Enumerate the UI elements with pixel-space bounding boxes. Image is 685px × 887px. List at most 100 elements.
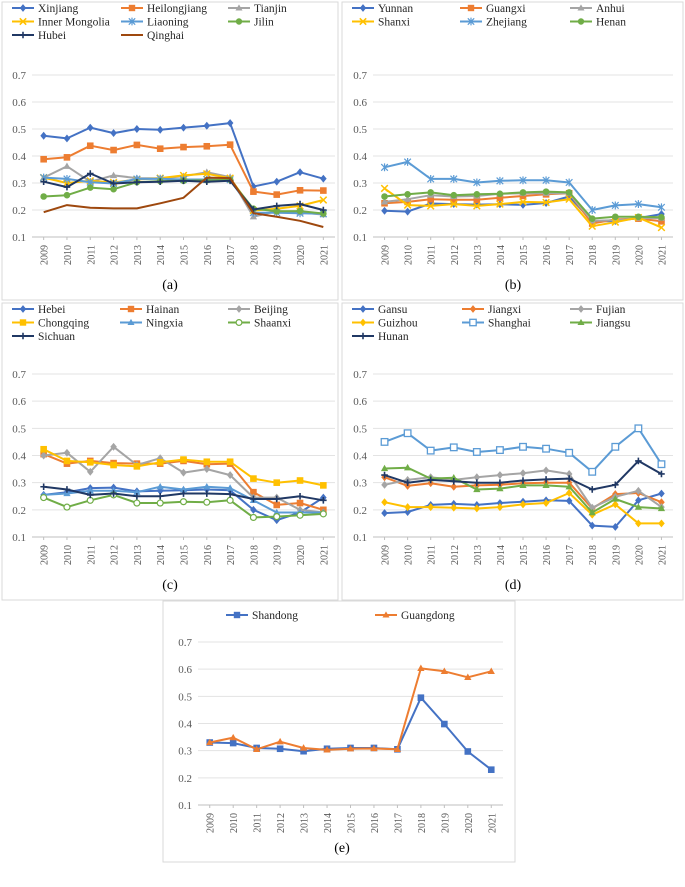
y-tick-label: 0.5 <box>353 423 367 435</box>
data-point <box>273 513 281 521</box>
panel-caption: (c) <box>162 578 178 593</box>
x-tick-label: 2010 <box>404 245 415 265</box>
data-point <box>473 473 481 482</box>
y-tick-label: 0.7 <box>353 70 367 82</box>
legend-entry: Henan <box>570 17 626 29</box>
data-point <box>180 143 187 151</box>
y-tick-label: 0.1 <box>353 232 367 244</box>
data-point <box>381 480 388 489</box>
data-point <box>273 495 281 503</box>
data-point <box>320 210 327 217</box>
data-point <box>86 487 94 494</box>
data-point <box>612 213 619 221</box>
data-point <box>496 200 504 208</box>
x-tick-label: 2014 <box>496 245 507 265</box>
data-point <box>40 445 47 453</box>
data-point <box>320 482 327 489</box>
legend-marker <box>127 318 135 326</box>
x-tick-label: 2011 <box>253 813 264 833</box>
data-point <box>658 470 665 478</box>
legend-entry: Jilin <box>228 17 274 29</box>
data-point <box>634 200 643 209</box>
data-point <box>63 154 71 161</box>
panel-caption: (d) <box>505 578 522 593</box>
x-tick-label: 2015 <box>519 545 530 565</box>
legend-entry: Shanghai <box>462 318 531 330</box>
legend-entry: Jiangxi <box>462 304 521 316</box>
legend-entry: Xinjiang <box>12 3 78 15</box>
data-point <box>634 424 643 433</box>
x-tick-label: 2015 <box>347 813 358 833</box>
legend-label: Shandong <box>252 610 298 622</box>
data-point <box>612 500 619 509</box>
legend-entry: Guangxi <box>460 3 526 15</box>
x-tick-label: 2018 <box>417 813 428 833</box>
data-point <box>250 488 257 496</box>
legend-label: Shanxi <box>378 17 410 29</box>
x-tick-label: 2018 <box>249 545 260 565</box>
chart-panel-c: 0.1 0.2 0.3 0.4 0.5 0.6 0.7 2009 2010 2011 2012 201… <box>1 302 339 601</box>
x-tick-label: 2015 <box>180 545 191 565</box>
legend-marker <box>235 319 243 326</box>
data-point <box>133 488 141 495</box>
y-tick-label: 0.4 <box>353 151 367 163</box>
data-point <box>542 466 550 475</box>
data-point <box>250 505 257 514</box>
y-tick-label: 0.2 <box>353 205 367 217</box>
legend-marker <box>359 332 367 340</box>
data-point <box>380 163 389 172</box>
data-point <box>40 131 47 140</box>
data-point <box>133 141 141 149</box>
data-point <box>63 448 71 457</box>
data-point <box>63 503 71 511</box>
legend-marker <box>577 318 585 326</box>
y-tick-label: 0.1 <box>353 532 367 544</box>
data-point <box>565 496 573 505</box>
legend-entry: Sichuan <box>12 331 75 343</box>
data-point <box>473 479 481 486</box>
data-point <box>635 457 642 465</box>
legend-label: Xinjiang <box>38 3 78 15</box>
data-point <box>496 190 504 198</box>
x-tick-label: 2014 <box>156 245 167 265</box>
data-point <box>427 476 434 484</box>
data-point <box>226 490 234 498</box>
data-point <box>519 469 527 478</box>
data-point <box>319 196 328 204</box>
legend-entry: Guizhou <box>352 318 418 330</box>
data-point <box>381 509 388 518</box>
data-point <box>565 478 573 487</box>
x-tick-label: 2012 <box>450 545 461 565</box>
data-point <box>449 443 458 452</box>
legend-label: Sichuan <box>38 331 75 343</box>
legend-marker <box>127 305 135 313</box>
x-tick-label: 2010 <box>63 245 74 265</box>
legend-label: Anhui <box>596 3 625 15</box>
x-tick-label: 2009 <box>381 245 392 265</box>
legend-marker <box>577 4 585 11</box>
x-tick-label: 2020 <box>296 545 307 565</box>
data-point <box>250 475 257 482</box>
data-point <box>346 744 355 752</box>
data-point <box>179 485 188 493</box>
data-point <box>86 491 94 499</box>
y-tick-label: 0.6 <box>178 664 192 676</box>
panel-frame <box>341 302 684 601</box>
data-point <box>496 499 504 508</box>
legend-entry: Heilongjiang <box>121 3 207 15</box>
y-tick-label: 0.4 <box>353 451 367 463</box>
legend-marker <box>577 305 585 313</box>
legend-marker <box>128 4 136 12</box>
legend-entry: Zhejiang <box>460 17 527 29</box>
data-point <box>635 496 642 505</box>
y-tick-label: 0.6 <box>353 97 367 109</box>
legend-marker <box>19 31 27 39</box>
legend-marker <box>235 4 243 11</box>
data-point <box>180 490 187 497</box>
data-point <box>63 134 71 143</box>
chart-panel-a: 0.1 0.2 0.3 0.4 0.5 0.6 0.7 2009 2010 2011 2012 201… <box>1 1 339 301</box>
data-point <box>496 194 504 202</box>
chart-panel-e: 0.1 0.2 0.3 0.4 0.5 0.6 0.7 2009 2010 2011 2012 201… <box>162 600 516 863</box>
data-point <box>473 191 481 198</box>
